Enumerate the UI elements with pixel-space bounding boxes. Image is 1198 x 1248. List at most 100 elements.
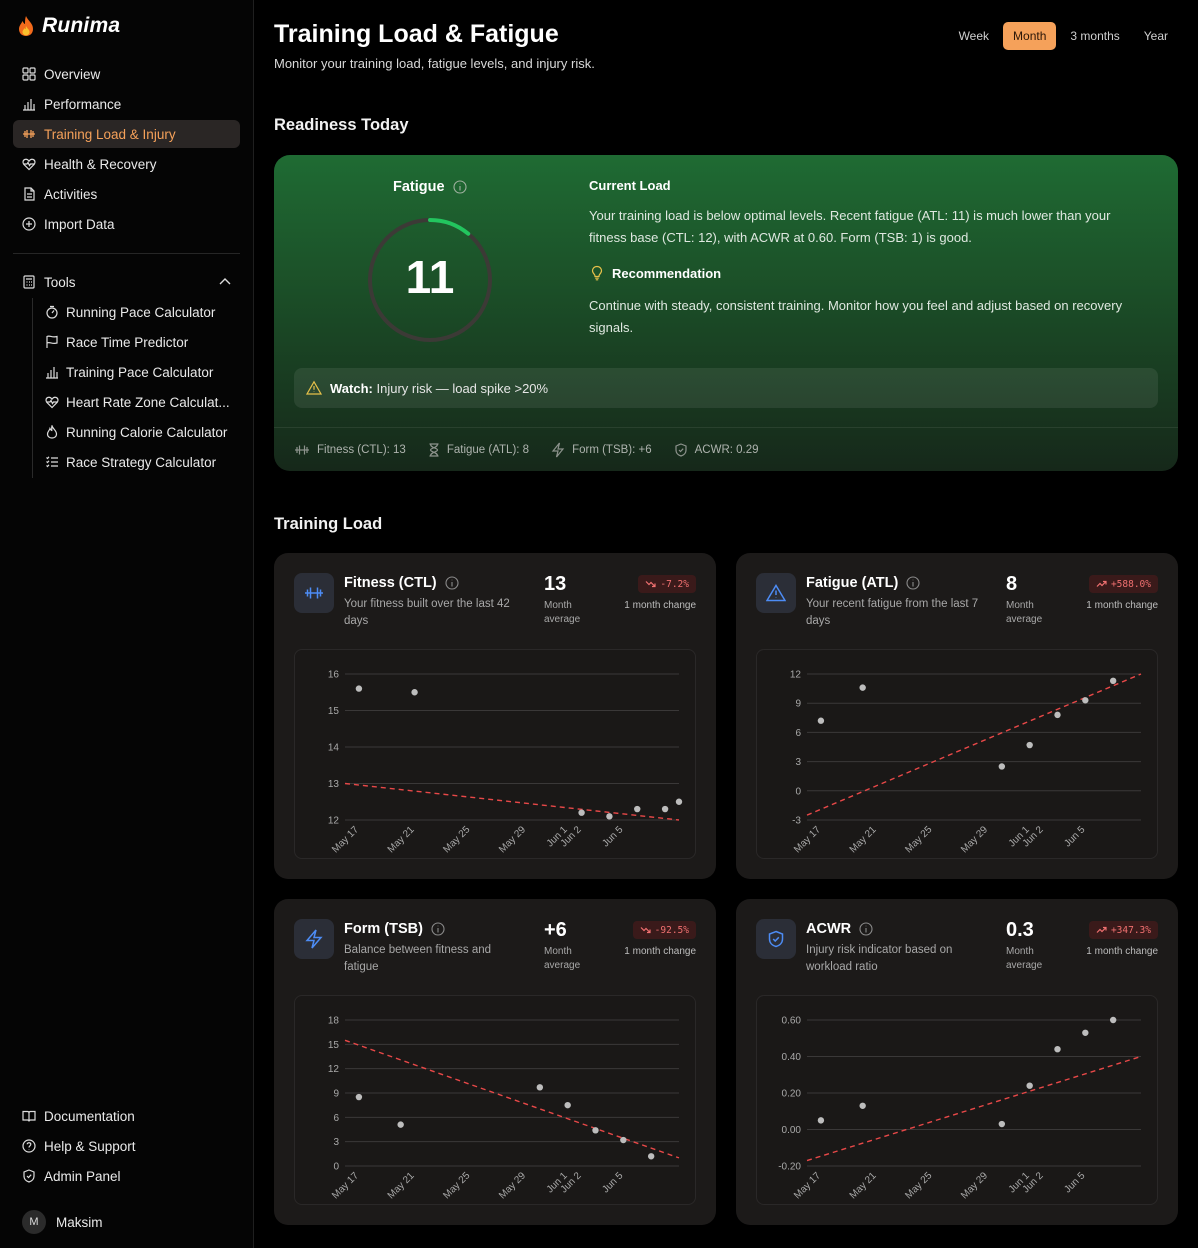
y-tick-label: 18 [328,1016,340,1027]
change-label: 1 month change [1086,946,1158,957]
tools-label: Tools [44,274,76,290]
y-tick-label: 3 [333,1137,339,1148]
y-tick-label: 3 [795,757,801,768]
fatigue-label-text: Fatigue [393,179,445,195]
tool-running-pace[interactable]: Running Pace Calculator [33,298,240,326]
file-icon [24,187,35,201]
data-point [355,1093,363,1101]
acwr-card: ACWR Injury risk indicator based on work… [736,899,1178,1225]
data-point [1082,1029,1089,1036]
y-tick-label: 12 [328,816,340,827]
sidebar-divider [13,253,240,254]
data-point [1054,1046,1061,1053]
sidebar-item-label: Activities [44,186,98,202]
tool-label: Running Calorie Calculator [66,424,228,440]
card-average-value: 0.3 [1006,919,1034,941]
injury-watch-alert: Watch: Injury risk — load spike >20% [294,368,1158,408]
user-profile[interactable]: M Maksim [22,1210,103,1234]
metric-fatigue: Fatigue (ATL): 8 [428,442,529,457]
x-tick-label: May 17 [330,824,361,855]
x-tick-label: May 17 [792,1170,823,1201]
y-tick-label: -0.20 [778,1162,801,1173]
tools-toggle[interactable]: Tools [13,268,240,296]
heart-pulse-icon [45,396,59,409]
trend-line [344,782,680,821]
trend-down-icon [640,927,651,934]
shield-icon [23,1169,35,1183]
y-tick-label: 15 [328,706,340,717]
sidebar-item-training-load[interactable]: Training Load & Injury [13,120,240,148]
range-year-button[interactable]: Year [1143,29,1168,43]
tool-label: Race Time Predictor [66,334,189,350]
sidebar-item-performance[interactable]: Performance [13,90,240,118]
sidebar-item-label: Documentation [44,1108,135,1124]
range-month-button[interactable]: Month [1003,22,1057,50]
sidebar-item-activities[interactable]: Activities [13,180,240,208]
tool-race-time[interactable]: Race Time Predictor [33,328,240,356]
user-name: Maksim [56,1214,103,1230]
fatigue-atl-card: Fatigue (ATL) Your recent fatigue from t… [736,553,1178,879]
trend-line [806,673,1142,816]
sidebar-item-help[interactable]: Help & Support [13,1132,240,1160]
recommendation-header: Recommendation [589,265,721,281]
tool-calorie[interactable]: Running Calorie Calculator [33,418,240,446]
main-nav: Overview Performance Training Load & Inj… [13,60,240,240]
x-tick-label: May 21 [386,824,417,855]
info-icon[interactable] [906,576,920,590]
card-average-label: Month average [1006,600,1043,625]
change-badge: +347.3% [1088,921,1158,939]
tool-label: Running Pace Calculator [66,304,216,320]
data-point [998,763,1006,770]
y-tick-label: 15 [328,1040,340,1051]
change-label: 1 month change [624,946,696,957]
sidebar: Runima Overview Performance Training Loa… [0,0,254,1248]
readiness-card: Fatigue 11 Current Load Your training lo… [274,155,1178,471]
sidebar-item-label: Help & Support [44,1138,136,1154]
sidebar-item-import[interactable]: Import Data [13,210,240,238]
sidebar-item-admin[interactable]: Admin Panel [13,1162,240,1190]
watch-text: Injury risk — load spike >20% [376,380,549,396]
tool-training-pace[interactable]: Training Pace Calculator [33,358,240,386]
readiness-metrics: Fitness (CTL): 13 Fatigue (ATL): 8 Form … [274,427,1178,471]
app-name: Runima [42,14,121,37]
x-tick-label: Jun 5 [600,1170,625,1195]
sidebar-item-documentation[interactable]: Documentation [13,1102,240,1130]
tool-heart-rate-zone[interactable]: Heart Rate Zone Calculat... [33,388,240,416]
trend-up-icon [1096,926,1107,933]
range-3-months-button[interactable]: 3 months [1070,29,1120,43]
change-label: 1 month change [1086,600,1158,611]
flame-logo-icon [19,16,33,36]
y-tick-label: 14 [328,743,340,754]
data-point [634,805,641,813]
range-week-button[interactable]: Week [958,29,990,43]
bolt-icon [551,442,565,457]
info-icon[interactable] [859,922,873,936]
sidebar-item-overview[interactable]: Overview [13,60,240,88]
info-icon[interactable] [445,576,459,590]
app-logo[interactable]: Runima [16,14,120,38]
x-tick-label: May 17 [792,824,823,855]
data-point [817,1117,825,1124]
data-point [647,1153,655,1160]
fitness-ctl-card: Fitness (CTL) Your fitness built over th… [274,553,716,879]
recommendation-title: Recommendation [612,265,722,281]
tool-label: Heart Rate Zone Calculat... [66,394,230,410]
metric-acwr: ACWR: 0.29 [674,442,759,457]
grid-icon [22,67,36,81]
book-icon [22,1110,36,1122]
y-tick-label: 0 [333,1162,339,1173]
change-badge: +588.0% [1088,575,1158,593]
form-tsb-card: Form (TSB) Balance between fitness and f… [274,899,716,1225]
data-point [1054,711,1061,719]
x-tick-label: May 21 [386,1170,417,1201]
help-icon [22,1139,36,1153]
x-tick-label: May 29 [959,1170,990,1201]
data-point [859,684,866,691]
tool-race-strategy[interactable]: Race Strategy Calculator [33,448,240,476]
info-icon[interactable] [453,180,467,194]
card-average-label: Month average [544,600,581,625]
info-icon[interactable] [431,922,445,936]
sidebar-item-health[interactable]: Health & Recovery [13,150,240,178]
